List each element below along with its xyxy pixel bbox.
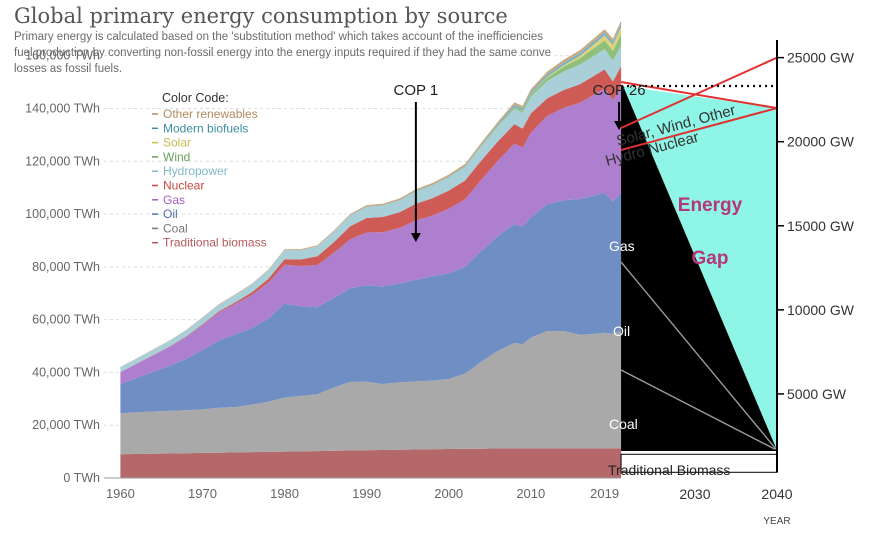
x-axis-title: YEAR (763, 516, 790, 527)
legend-item-traditional-biomass: Traditional biomass (163, 236, 267, 250)
legend-heading: Color Code: (162, 91, 229, 105)
x-tick-label-1990: 1990 (352, 486, 381, 501)
chart-subtitle-line-1: Primary energy is calculated based on th… (14, 31, 543, 43)
legend-item-oil: Oil (163, 207, 178, 221)
y-tick-label-120000: 120,000 TWh (25, 154, 100, 168)
fossil-divider-2 (620, 369, 778, 451)
x-tick-label-2019: 2019 (590, 486, 619, 501)
cop1-arrow-head (410, 233, 421, 242)
x-tick-label-2000: 2000 (434, 486, 463, 501)
chart-subtitle-line-3: losses as fossil fuels. (14, 63, 123, 75)
x-tick-label-1960: 1960 (106, 486, 135, 501)
area-traditional-biomass (120, 448, 622, 478)
area-solar (120, 27, 622, 368)
fossil-divider-1 (620, 261, 778, 451)
y-tick-label-100000: 100,000 TWh (25, 207, 100, 221)
area-nuclear (120, 66, 622, 373)
y-tick-label-140000: 140,000 TWh (25, 101, 100, 115)
right-tick-label-10000: 10000 GW (787, 302, 855, 318)
solar-wind-top-line (620, 56, 778, 129)
legend-item-hydropower: Hydropower (163, 164, 228, 178)
legend-item-wind: Wind (163, 150, 190, 164)
legend-item-other-renewables: Other renewables (163, 107, 258, 121)
area-gas (120, 85, 622, 385)
cop26-label: COP 26 (593, 82, 646, 99)
cop26-arrow-head (614, 121, 625, 130)
x-tick-label-1970: 1970 (188, 486, 217, 501)
right-tick-label-25000: 25000 GW (787, 50, 855, 66)
x-tick-label-1980: 1980 (270, 486, 299, 501)
x-tick-label-2010: 2010 (516, 486, 545, 501)
legend-item-modern-biofuels: Modern biofuels (163, 121, 248, 135)
legend-item-nuclear: Nuclear (163, 179, 204, 193)
energy-gap-label-line1: Energy (678, 195, 743, 216)
projection-overlay (620, 56, 778, 473)
y-tick-label-20000: 20,000 TWh (32, 418, 100, 432)
area-wind (120, 34, 622, 368)
cop1-label: COP 1 (394, 82, 439, 99)
coal-label: Coal (609, 416, 638, 432)
y-tick-label-40000: 40,000 TWh (32, 365, 100, 379)
chart-subtitle-line-2: fuel production by converting non-fossil… (14, 47, 551, 59)
traditional-biomass-label: Traditional Biomass (608, 462, 730, 478)
stacked-areas (120, 20, 622, 478)
hydro-nuclear-top-line (620, 107, 778, 151)
legend-item-coal: Coal (163, 221, 188, 235)
y-tick-label-160000: 160,000 TWh (25, 49, 100, 63)
energy-gap-label-line2: Gap (692, 248, 729, 269)
legend-item-gas: Gas (163, 193, 185, 207)
area-coal (120, 331, 622, 455)
fossil-decline-wedge (621, 86, 777, 451)
area-hydropower (120, 45, 622, 373)
legend-item-solar: Solar (163, 136, 191, 150)
right-tick-label-15000: 15000 GW (787, 218, 855, 234)
right-tick-label-20000: 20000 GW (787, 134, 855, 150)
y-tick-label-80000: 80,000 TWh (32, 260, 100, 274)
chart-title: Global primary energy consumption by sou… (14, 4, 508, 28)
axes: 0 TWh 20,000 TWh 40,000 TWh 60,000 TWh 80,00… (25, 40, 855, 527)
x-tick-label-2040: 2040 (761, 486, 792, 502)
gas-label: Gas (609, 238, 635, 254)
area-oil (120, 192, 622, 414)
y-tick-label-60000: 60,000 TWh (32, 313, 100, 327)
area-modern-biofuels (120, 23, 622, 368)
x-tick-label-2030: 2030 (679, 486, 710, 502)
right-tick-label-5000: 5000 GW (787, 386, 847, 402)
y-tick-label-0: 0 TWh (63, 471, 100, 485)
oil-label: Oil (613, 323, 630, 339)
